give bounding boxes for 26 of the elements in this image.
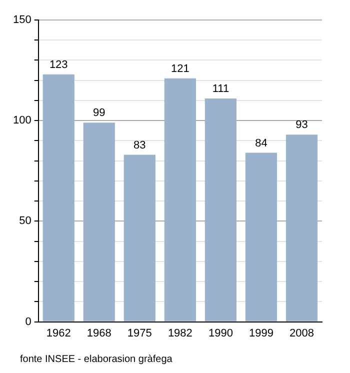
bar [83,122,115,322]
data-label: 121 [170,62,190,75]
data-label: 83 [134,139,146,152]
x-tick-label: 1982 [168,327,192,340]
y-tick-label: 0 [25,316,32,328]
x-tick-label: 1962 [46,327,71,340]
data-label: 93 [296,119,308,132]
y-tick-label: 50 [19,215,32,228]
x-tick-label: 2008 [289,327,314,340]
x-tick-label: 1968 [86,327,112,340]
y-tick-label: 100 [12,114,32,127]
source-note: fonte INSEE - elaborasion gràfega [20,354,172,365]
y-tick-label: 150 [12,14,32,26]
bar [286,134,318,322]
bar [124,154,156,322]
data-label: 84 [255,137,268,150]
bar [164,78,196,322]
bar [42,74,74,322]
x-tick-label: 1999 [248,327,274,340]
x-tick-label: 1975 [127,327,152,340]
bar [245,152,278,322]
data-label: 111 [212,83,230,95]
data-label: 123 [49,58,68,71]
bar [204,98,236,322]
data-label: 99 [93,107,106,120]
x-tick-label: 1990 [208,327,233,340]
